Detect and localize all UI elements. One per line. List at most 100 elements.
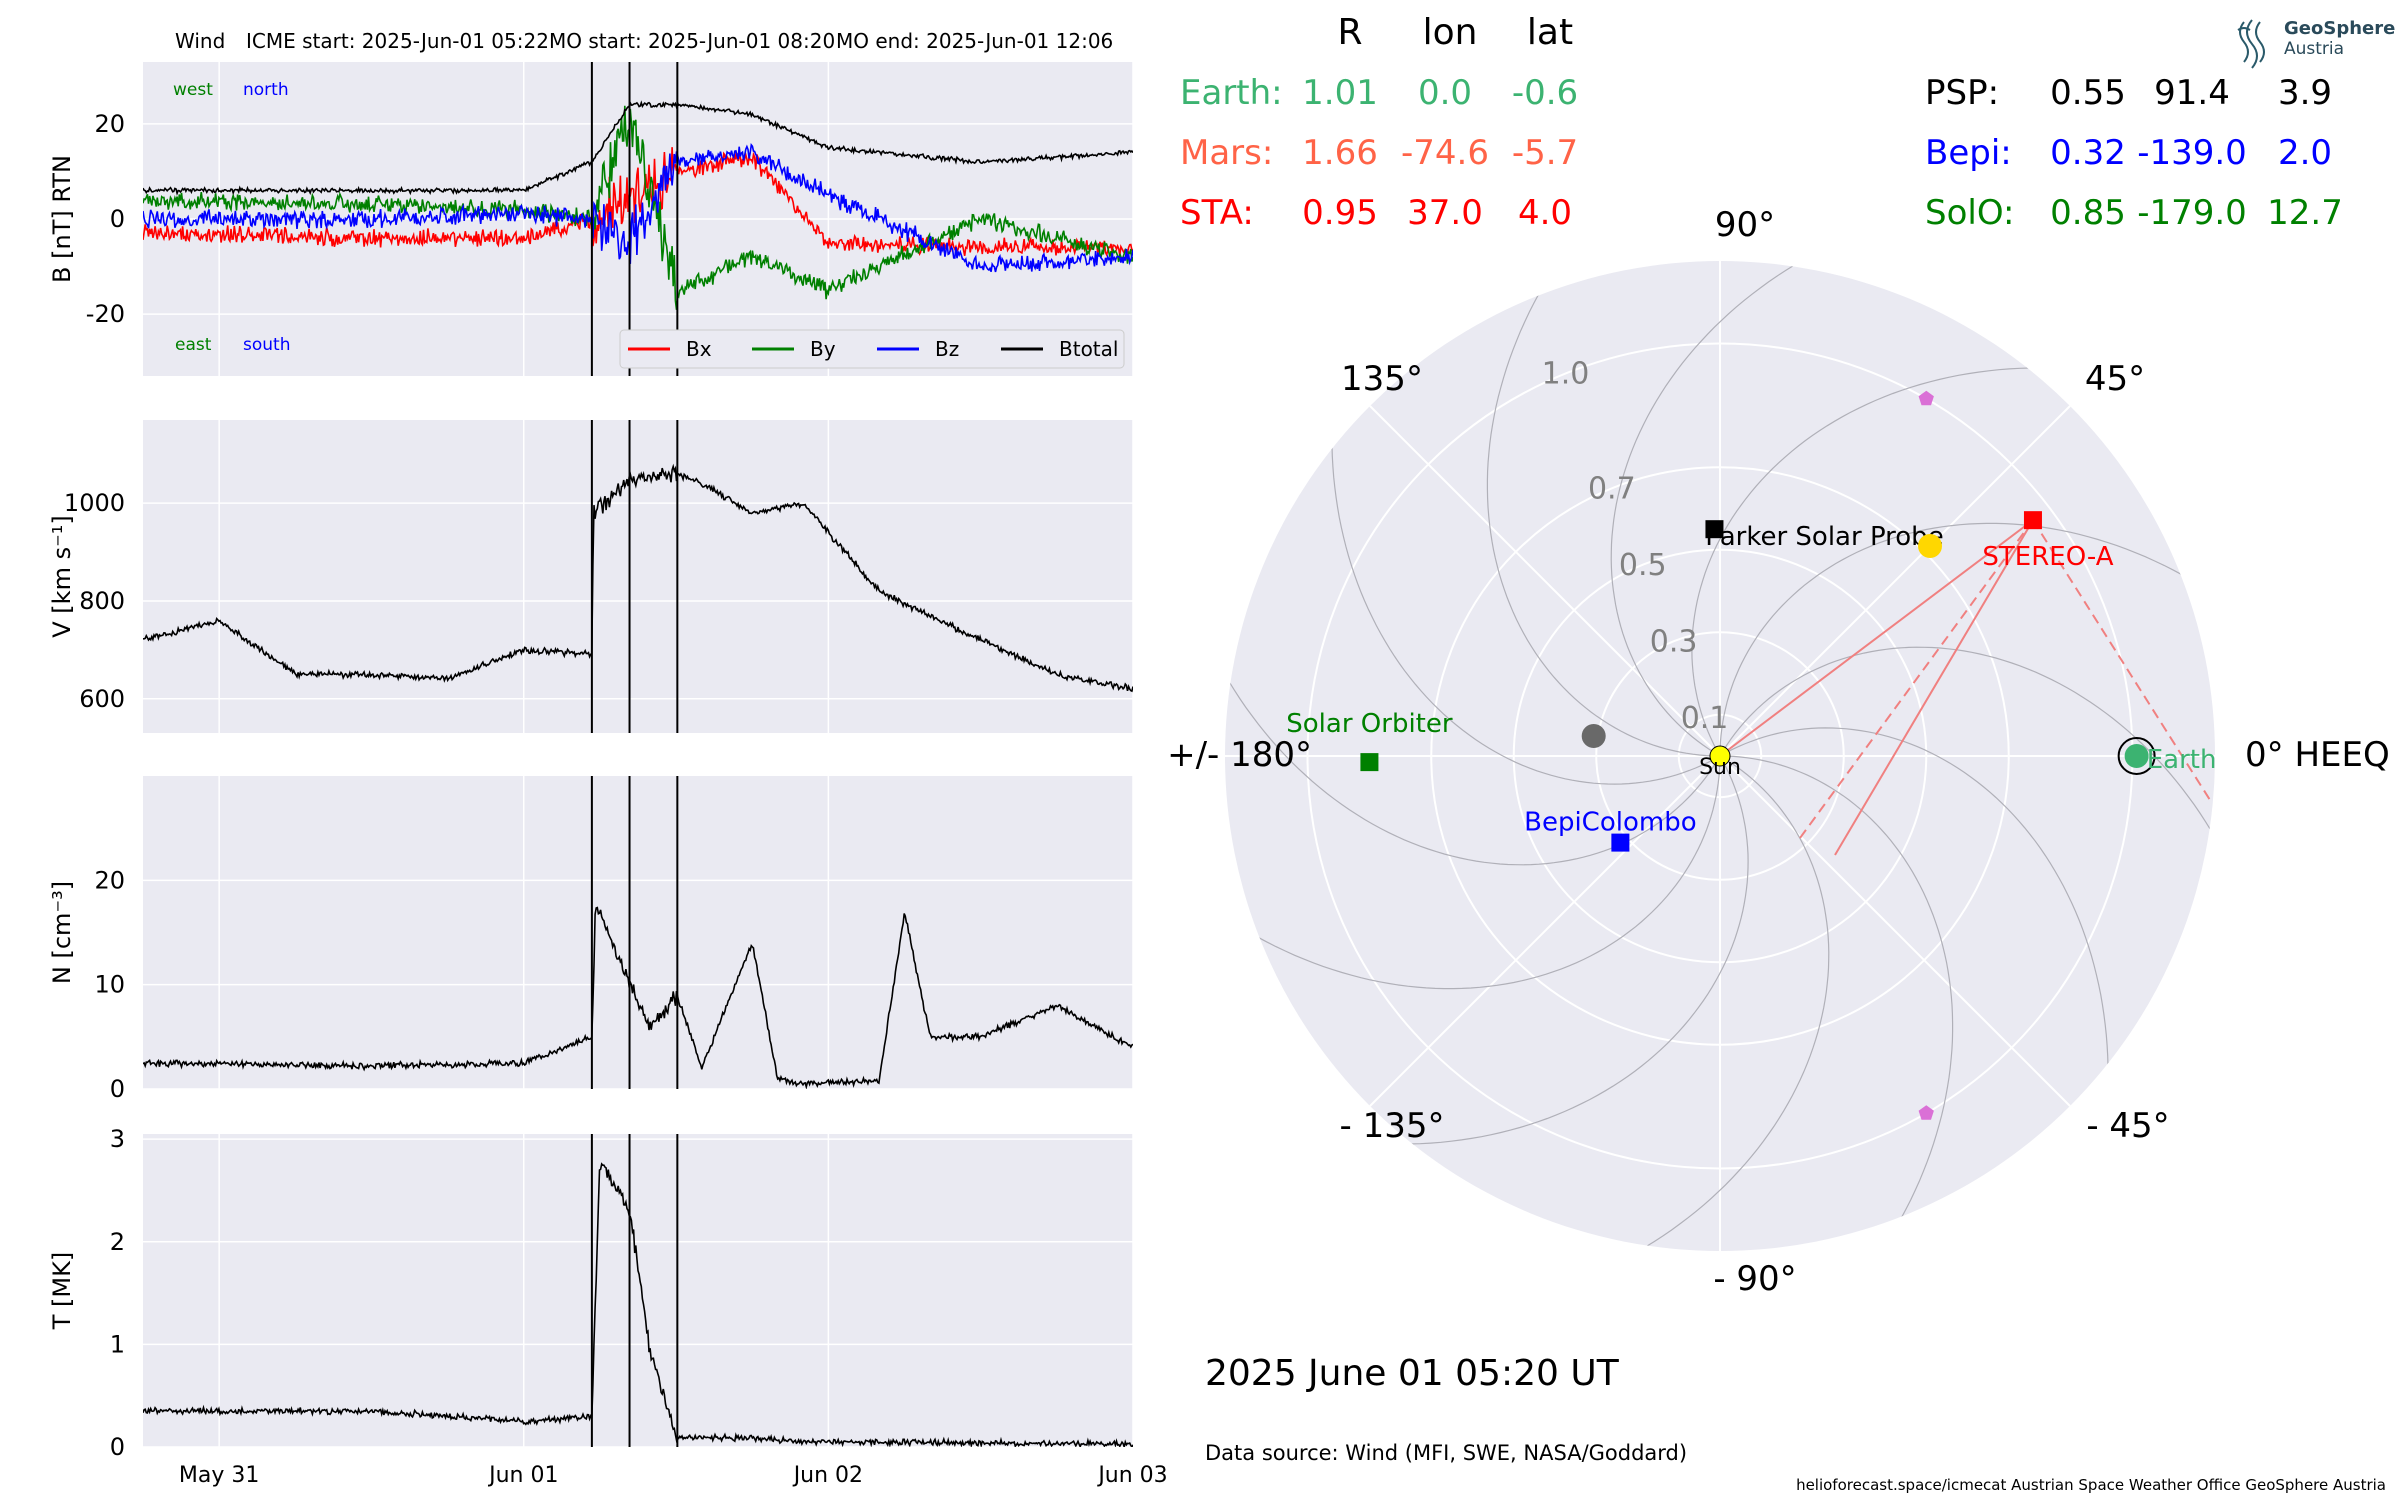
- position-name: Mars:: [1180, 133, 1273, 173]
- spacecraft-title: Wind: [175, 29, 225, 53]
- radial-tick-label: 1.0: [1542, 357, 1590, 392]
- icme-start-label: ICME start: 2025-Jun-01 05:22: [246, 29, 549, 53]
- panel-density: 0 10 20 N [cm⁻³]: [48, 776, 1134, 1103]
- angle-label-a0: 0° HEEQ: [2245, 735, 2390, 775]
- position-lat: -0.6: [1512, 73, 1578, 113]
- position-r: 1.01: [1302, 73, 1378, 113]
- y-tick-label: 0: [110, 1075, 125, 1103]
- position-lat: 12.7: [2267, 193, 2343, 233]
- position-lon: -179.0: [2137, 193, 2247, 233]
- position-lat: 3.9: [2278, 73, 2332, 113]
- parker-spiral-line: [1486, 261, 1721, 757]
- timestamp: 2025 June 01 05:20 UT: [1205, 1353, 1620, 1394]
- parker-spiral-line: [1333, 755, 1749, 1145]
- position-header-lat: lat: [1527, 12, 1573, 53]
- series-by: [143, 105, 1133, 310]
- position-name: Bepi:: [1925, 133, 2012, 173]
- y-tick-label: 600: [79, 685, 125, 713]
- object-label-sun: Sun: [1699, 755, 1741, 780]
- angle-label-am135: - 135°: [1340, 1106, 1445, 1146]
- object-label-bepicolombo: BepiColombo: [1524, 808, 1697, 838]
- series-bz: [143, 143, 1133, 273]
- position-lon: 37.0: [1407, 193, 1483, 233]
- position-name: PSP:: [1925, 73, 1999, 113]
- logo-line2: Austria: [2284, 39, 2344, 59]
- angle-label-am90: - 90°: [1713, 1259, 1796, 1299]
- y-tick-label: 0: [110, 205, 125, 233]
- marker-earth: [2124, 744, 2149, 768]
- parker-spiral-line: [1331, 369, 1721, 785]
- stereo-a-view-lines: [1719, 519, 2211, 856]
- position-lat: 4.0: [1518, 193, 1572, 233]
- y-tick-label: 1000: [64, 489, 125, 517]
- y-tick-label: 800: [79, 587, 125, 615]
- marker-stereo-a: [2023, 511, 2042, 530]
- logo-line1: GeoSphere: [2284, 18, 2395, 39]
- radial-tick-label: 0.1: [1681, 701, 1729, 736]
- y-tick-label: 2: [110, 1228, 125, 1256]
- series-v: [143, 463, 1133, 693]
- marker-l5: [1918, 1105, 1934, 1120]
- parker-spiral-line: [1719, 522, 2215, 757]
- position-r: 0.85: [2050, 193, 2126, 233]
- angle-label-am45: - 45°: [2086, 1106, 2169, 1146]
- x-tick-label: Jun 01: [487, 1463, 558, 1488]
- annotation-west: west: [173, 80, 213, 100]
- angle-gridline: [1719, 755, 2071, 1107]
- position-lat: -5.7: [1512, 133, 1578, 173]
- position-r: 0.32: [2050, 133, 2126, 173]
- parker-spiral-line: [1719, 727, 2109, 1143]
- panel-temperature: 0 1 2 3 T [MK] May 31 Jun 01 Jun 02 Jun 03: [48, 1125, 1168, 1488]
- y-tick-label: 1: [110, 1330, 125, 1358]
- series-group: [143, 1162, 1133, 1447]
- geosphere-logo: GeoSphere Austria: [2237, 18, 2395, 69]
- y-tick-label: -20: [86, 300, 125, 328]
- radial-tick-label: 0.7: [1588, 471, 1636, 506]
- plot-area: [143, 1134, 1133, 1447]
- object-label-stereo-a: STEREO-A: [1982, 542, 2113, 572]
- radial-tick-label: 0.5: [1619, 548, 1667, 583]
- position-r: 0.55: [2050, 73, 2126, 113]
- plot-area: [143, 420, 1133, 733]
- y-axis-label: B [nT] RTN: [48, 155, 76, 283]
- marker-mercury: [1581, 723, 1606, 748]
- position-r: 1.66: [1302, 133, 1378, 173]
- position-lon: 0.0: [1418, 73, 1472, 113]
- series-group: [143, 906, 1133, 1089]
- y-tick-label: 20: [94, 866, 125, 894]
- y-axis-label: N [cm⁻³]: [48, 881, 76, 984]
- angle-gridline: [1369, 755, 1721, 1107]
- position-lat: 2.0: [2278, 133, 2332, 173]
- angle-label-a90: 90°: [1715, 205, 1775, 245]
- y-tick-label: 10: [94, 971, 125, 999]
- position-r: 0.95: [1302, 193, 1378, 233]
- legend: Bx By Bz Btotal: [619, 329, 1125, 369]
- marker-venus: [1918, 533, 1943, 558]
- y-axis-label: T [MK]: [48, 1252, 76, 1330]
- x-tick-label: Jun 02: [792, 1463, 863, 1488]
- position-header-r: R: [1337, 12, 1362, 53]
- marker-sun: [1709, 745, 1731, 767]
- position-name: SolO:: [1925, 193, 2014, 233]
- legend-label-by: By: [810, 337, 836, 361]
- position-name: Earth:: [1180, 73, 1283, 113]
- series-bx: [143, 147, 1133, 257]
- position-lon: -139.0: [2137, 133, 2247, 173]
- marker-bepicolombo: [1611, 833, 1630, 852]
- plot-area: [143, 776, 1133, 1089]
- annotation-east: east: [175, 335, 212, 355]
- angle-label-a135: 135°: [1341, 359, 1423, 399]
- parker-spiral-line: [1225, 612, 1721, 866]
- x-tick-label: Jun 03: [1096, 1463, 1167, 1488]
- polar-position-plot: 0.1 0.3 0.5 0.7 1.0 90° 45° 135° 0° HEEQ +/- 180°…: [1167, 205, 2390, 1299]
- series-group: [143, 100, 1133, 310]
- sta-view-line: [1834, 519, 2034, 856]
- angle-gridline: [1369, 405, 1721, 757]
- y-axis-label: V [km s⁻¹]: [48, 515, 76, 637]
- series-group: [143, 463, 1133, 693]
- legend-label-bz: Bz: [935, 337, 959, 361]
- mo-start-label: MO start: 2025-Jun-01 08:20: [549, 29, 835, 53]
- y-tick-label: 3: [110, 1125, 125, 1153]
